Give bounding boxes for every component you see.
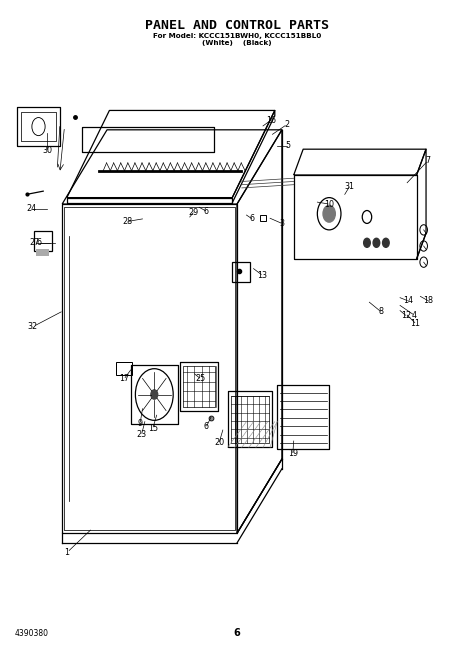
Text: 6: 6: [36, 238, 41, 247]
Text: 19: 19: [288, 450, 298, 459]
Circle shape: [364, 238, 370, 247]
Text: 4390380: 4390380: [15, 629, 49, 638]
Text: 28: 28: [122, 217, 132, 226]
Text: 6: 6: [204, 206, 209, 215]
Bar: [117, 362, 132, 375]
Text: 3: 3: [279, 219, 284, 228]
Text: 6: 6: [204, 422, 209, 432]
Text: 2: 2: [284, 120, 289, 129]
Text: 16: 16: [266, 116, 276, 125]
Text: 14: 14: [403, 296, 413, 305]
Text: PANEL AND CONTROL PARTS: PANEL AND CONTROL PARTS: [145, 19, 329, 32]
Text: 29: 29: [188, 208, 199, 217]
Circle shape: [373, 238, 380, 247]
Circle shape: [383, 238, 389, 247]
Text: 25: 25: [195, 374, 205, 383]
Text: 8: 8: [379, 307, 383, 316]
Circle shape: [323, 205, 335, 222]
Bar: [232, 262, 250, 281]
Text: 24: 24: [27, 204, 36, 213]
Text: 31: 31: [345, 182, 355, 191]
Text: 27: 27: [29, 238, 40, 247]
Text: 11: 11: [410, 319, 420, 328]
Text: 1: 1: [64, 548, 69, 557]
Text: 12: 12: [401, 311, 411, 320]
Text: 6: 6: [250, 214, 255, 223]
Text: 7: 7: [426, 156, 431, 164]
Text: 15: 15: [148, 424, 158, 433]
Text: 6: 6: [234, 628, 240, 639]
Text: 13: 13: [257, 270, 267, 280]
Text: 17: 17: [119, 374, 129, 383]
Text: (White)    (Black): (White) (Black): [202, 40, 272, 47]
Text: 18: 18: [423, 296, 433, 305]
Text: 9: 9: [137, 419, 143, 428]
Text: 5: 5: [285, 142, 291, 151]
Bar: [36, 249, 49, 256]
Bar: [34, 231, 52, 250]
Text: 4: 4: [412, 311, 417, 320]
Circle shape: [151, 390, 158, 399]
Text: 23: 23: [137, 430, 146, 439]
Text: 32: 32: [28, 322, 38, 331]
Text: 20: 20: [214, 439, 224, 448]
Text: For Model: KCCC151BWH0, KCCC151BBL0: For Model: KCCC151BWH0, KCCC151BBL0: [153, 32, 321, 39]
Text: 30: 30: [42, 146, 52, 155]
Text: 10: 10: [324, 199, 334, 208]
